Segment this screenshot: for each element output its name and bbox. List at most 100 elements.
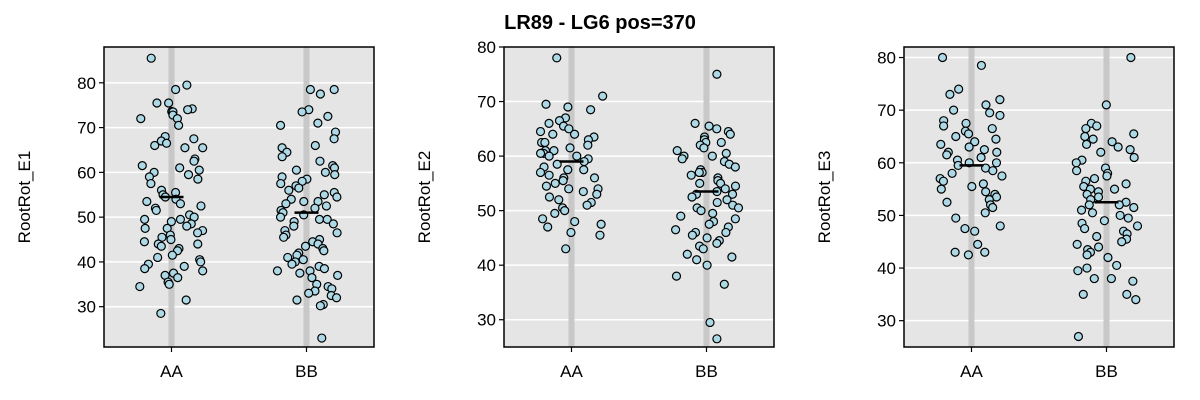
data-point — [307, 272, 317, 283]
x-tick-label: AA — [960, 362, 983, 381]
data-point — [705, 317, 715, 328]
data-point — [712, 69, 722, 79]
data-point — [537, 214, 548, 224]
data-point — [300, 241, 311, 251]
data-point — [942, 197, 952, 207]
data-point — [1106, 273, 1116, 284]
data-point — [321, 201, 332, 211]
data-point — [722, 195, 732, 205]
data-point — [1125, 145, 1135, 155]
data-point — [712, 334, 722, 344]
data-point — [535, 148, 546, 158]
data-point — [161, 138, 172, 148]
data-point — [183, 170, 194, 180]
data-point — [552, 159, 562, 169]
data-point — [544, 151, 554, 161]
data-point — [682, 249, 692, 259]
data-point — [704, 121, 714, 131]
data-point — [1088, 134, 1098, 144]
y-tick-label: 40 — [877, 259, 896, 278]
data-point — [164, 98, 174, 108]
data-point — [189, 156, 199, 166]
data-point — [1082, 263, 1092, 273]
data-point — [192, 228, 203, 238]
data-point — [548, 129, 558, 139]
data-point — [939, 121, 949, 131]
data-point — [950, 247, 960, 257]
data-point — [150, 140, 160, 151]
y-tick-label: 50 — [877, 206, 896, 225]
data-point — [146, 53, 156, 63]
data-point — [305, 84, 315, 95]
data-point — [1081, 123, 1091, 134]
data-point — [276, 178, 286, 189]
data-point — [695, 178, 705, 188]
data-point — [540, 137, 550, 148]
data-point — [1092, 231, 1102, 242]
data-point — [671, 271, 682, 281]
y-tick-label: 30 — [477, 311, 496, 330]
data-point — [698, 244, 708, 254]
y-tick-label: 40 — [477, 256, 496, 275]
data-point — [937, 52, 948, 63]
y-tick-label: 40 — [77, 253, 96, 272]
data-point — [947, 168, 957, 178]
data-point — [272, 266, 283, 276]
data-point — [981, 100, 991, 110]
y-axis-title: RootRot_E2 — [415, 151, 434, 244]
y-tick-label: 70 — [477, 93, 496, 112]
data-point — [291, 165, 302, 175]
data-point — [1071, 158, 1081, 168]
data-point — [938, 176, 949, 186]
panel-border — [903, 46, 1175, 348]
data-point — [563, 165, 573, 175]
data-point — [181, 295, 191, 305]
data-point — [317, 333, 327, 343]
data-point — [289, 221, 299, 231]
data-point — [985, 108, 995, 118]
data-point — [687, 230, 698, 240]
y-tick-label: 30 — [877, 312, 896, 331]
data-point — [180, 143, 190, 153]
data-point — [1109, 184, 1120, 194]
data-point — [142, 196, 152, 207]
chart-panel-1: 30 40 50 60 70 80 AA BB RootRot_E1 — [15, 46, 375, 381]
x-tick-label: BB — [695, 362, 718, 381]
x-tick-label: AA — [560, 362, 583, 381]
data-point — [137, 161, 147, 171]
panel-border — [103, 46, 375, 348]
y-tick-label: 60 — [877, 154, 896, 173]
data-point — [292, 295, 302, 305]
data-point — [687, 192, 697, 202]
data-point — [991, 134, 1001, 144]
data-point — [595, 230, 605, 240]
panel-border — [503, 46, 775, 348]
data-point — [730, 214, 740, 224]
y-tick-label: 60 — [477, 147, 496, 166]
data-point — [175, 163, 185, 173]
data-point — [295, 268, 305, 278]
x-tick-label: AA — [160, 362, 183, 381]
data-point — [677, 154, 687, 164]
x-tick-label: BB — [1095, 362, 1118, 381]
data-point — [166, 217, 176, 227]
data-point — [299, 196, 309, 207]
data-point — [153, 252, 163, 263]
data-point — [198, 143, 208, 153]
data-point — [694, 167, 704, 178]
data-point — [1107, 137, 1117, 147]
y-tick-label: 70 — [877, 101, 896, 120]
data-point — [550, 178, 560, 188]
data-point — [323, 111, 333, 122]
data-point — [332, 192, 342, 202]
data-point — [992, 147, 1002, 157]
data-point — [995, 110, 1005, 121]
data-point — [582, 200, 592, 210]
data-point — [596, 219, 606, 229]
data-point — [281, 199, 291, 209]
data-point — [550, 208, 560, 218]
data-point — [1089, 273, 1099, 284]
data-point — [704, 219, 714, 229]
data-point — [182, 221, 192, 231]
data-point — [333, 270, 343, 280]
